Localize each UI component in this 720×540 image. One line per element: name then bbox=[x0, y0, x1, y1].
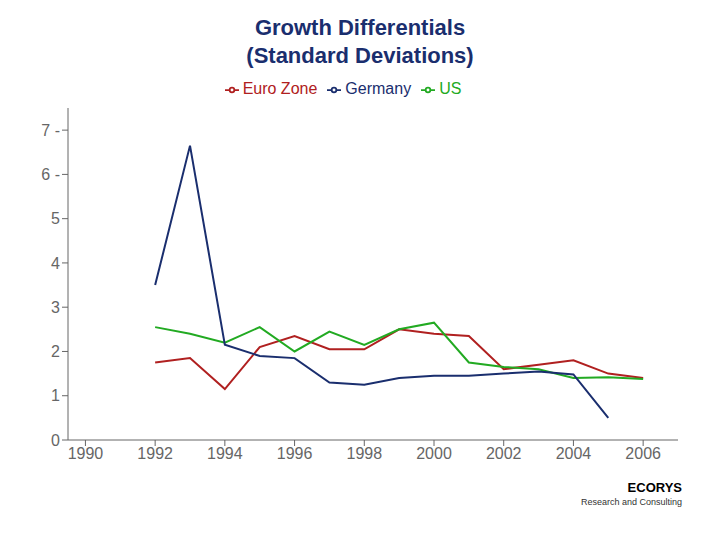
html-text:Euro Zone: Euro Zone bbox=[242, 80, 318, 97]
svg-text:4: 4 bbox=[51, 255, 60, 272]
svg-text:5: 5 bbox=[51, 210, 60, 227]
svg-text:7 -: 7 - bbox=[41, 122, 60, 139]
svg-text:1994: 1994 bbox=[207, 445, 243, 462]
html-text:Growth Differentials: Growth Differentials bbox=[254, 15, 466, 40]
html-text:ECORYS: ECORYS bbox=[627, 480, 682, 495]
svg-text:2000: 2000 bbox=[416, 445, 452, 462]
svg-text:1992: 1992 bbox=[137, 445, 173, 462]
html-text:US: US bbox=[439, 80, 462, 97]
html-text:Germany: Germany bbox=[345, 80, 412, 97]
svg-text:0: 0 bbox=[51, 432, 60, 449]
svg-text:2002: 2002 bbox=[486, 445, 522, 462]
svg-text:2: 2 bbox=[51, 343, 60, 360]
svg-text:1996: 1996 bbox=[277, 445, 313, 462]
svg-text:6 -: 6 - bbox=[41, 166, 60, 183]
html-text:(Standard Deviations): (Standard Deviations) bbox=[246, 43, 474, 68]
svg-text:2004: 2004 bbox=[556, 445, 592, 462]
svg-text:3: 3 bbox=[51, 299, 60, 316]
svg-text:2006: 2006 bbox=[625, 445, 661, 462]
html-text:Research and Consulting: Research and Consulting bbox=[580, 497, 682, 507]
svg-text:1998: 1998 bbox=[346, 445, 382, 462]
svg-text:1990: 1990 bbox=[68, 445, 104, 462]
svg-text:1: 1 bbox=[51, 387, 60, 404]
